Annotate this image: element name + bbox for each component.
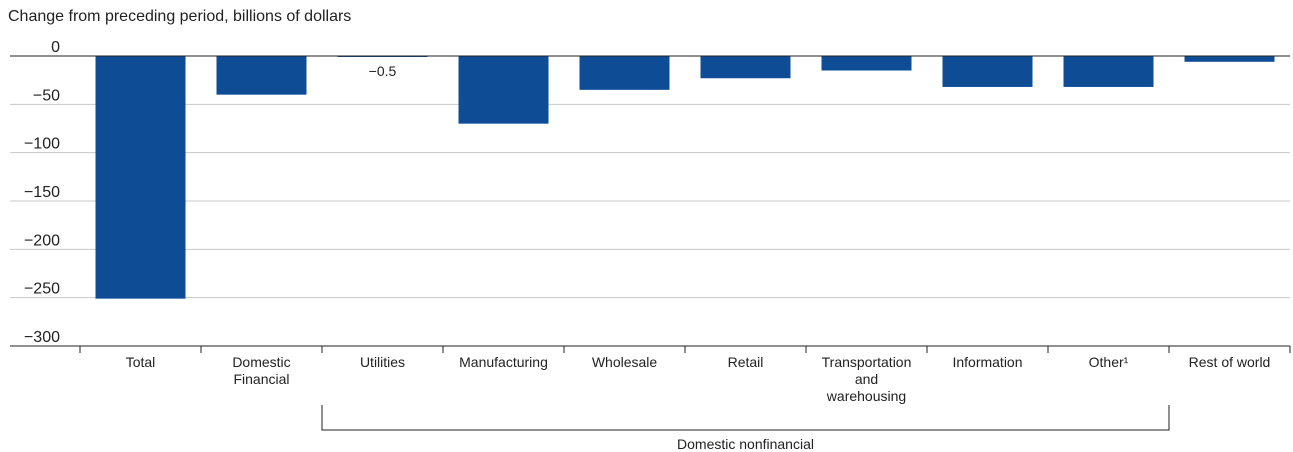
y-tick-label: −100 <box>24 136 60 153</box>
bars <box>95 56 1275 299</box>
gridlines <box>10 103 1290 347</box>
y-tick-label: −250 <box>24 281 60 298</box>
x-tick-label: Utilities <box>360 354 405 370</box>
data-label: −0.5 <box>369 63 397 79</box>
x-tick-label: Total <box>126 354 156 370</box>
x-tick-label: Wholesale <box>592 354 658 370</box>
bar <box>1184 56 1275 62</box>
x-tick-label: Other¹ <box>1089 354 1129 370</box>
y-tick-labels: 0 −50 −100 −150 −200 −250 −300 <box>24 39 60 346</box>
x-tick-label: Manufacturing <box>459 354 548 370</box>
bar <box>821 56 912 71</box>
y-tick-label: −150 <box>24 184 60 201</box>
group-bracket-line <box>321 405 1170 431</box>
x-tick-label: Transportation and warehousing <box>822 354 912 404</box>
x-tick-label: Rest of world <box>1189 354 1271 370</box>
x-tick-label: Domestic Financial <box>232 354 290 387</box>
bar <box>95 56 186 299</box>
y-tick-label: −200 <box>24 232 60 249</box>
y-tick-label: −300 <box>24 329 60 346</box>
y-tick-label: 0 <box>51 39 60 56</box>
x-tick-label: Information <box>952 354 1022 370</box>
bar <box>700 56 791 79</box>
bar <box>579 56 670 90</box>
bar <box>942 56 1033 87</box>
y-tick-label: −50 <box>33 87 60 104</box>
bar <box>1063 56 1154 87</box>
bar <box>216 56 307 95</box>
x-tick-labels: Total Domestic Financial Utilities Manufactu… <box>126 354 1271 404</box>
group-label: Domestic nonfinancial <box>677 436 814 452</box>
y-axis-title: Change from preceding period, billions o… <box>8 8 352 25</box>
x-tick-label: Retail <box>728 354 764 370</box>
bar <box>458 56 549 124</box>
group-bracket: Domestic nonfinancial <box>321 405 1170 452</box>
data-labels: −0.5 <box>369 63 397 79</box>
x-axis <box>10 55 1291 353</box>
